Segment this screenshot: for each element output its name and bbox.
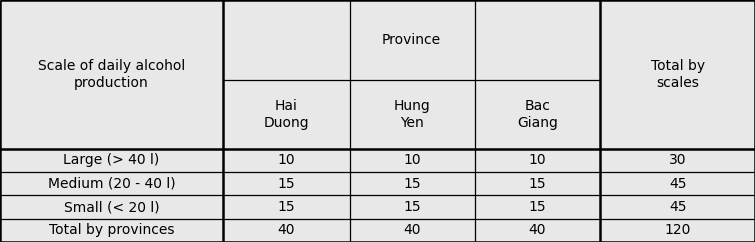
Text: 30: 30 [669,153,686,167]
Text: 10: 10 [403,153,421,167]
Text: 15: 15 [277,177,295,191]
Text: Medium (20 - 40 l): Medium (20 - 40 l) [48,177,175,191]
Text: 10: 10 [528,153,547,167]
Text: Total by
scales: Total by scales [651,59,704,90]
Text: 40: 40 [277,223,295,237]
Text: 15: 15 [277,200,295,214]
Text: 120: 120 [664,223,691,237]
Text: Bac
Giang: Bac Giang [517,99,558,130]
Text: Hai
Duong: Hai Duong [263,99,309,130]
Text: 15: 15 [403,177,421,191]
Text: Total by provinces: Total by provinces [48,223,174,237]
Text: 10: 10 [277,153,295,167]
Text: Hung
Yen: Hung Yen [394,99,430,130]
Text: Province: Province [382,33,441,47]
Text: Large (> 40 l): Large (> 40 l) [63,153,159,167]
Text: 45: 45 [669,177,686,191]
Text: Small (< 20 l): Small (< 20 l) [63,200,159,214]
Text: Scale of daily alcohol
production: Scale of daily alcohol production [38,59,185,90]
Text: 15: 15 [403,200,421,214]
Text: 15: 15 [528,177,547,191]
Text: 40: 40 [403,223,421,237]
Text: 40: 40 [528,223,547,237]
Text: 15: 15 [528,200,547,214]
Text: 45: 45 [669,200,686,214]
